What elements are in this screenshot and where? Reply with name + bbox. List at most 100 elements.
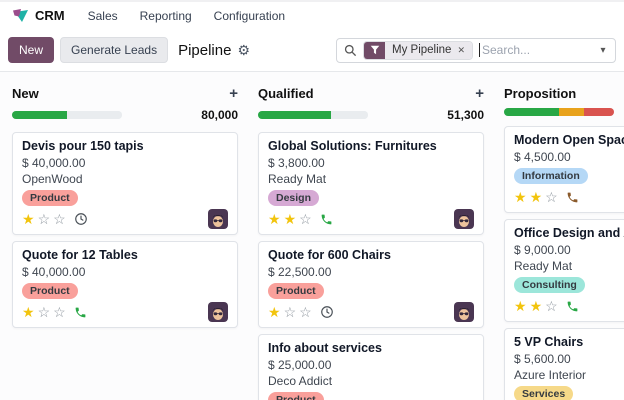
column-amount: 51,300 (447, 108, 484, 122)
star-empty-icon[interactable]: ☆ (283, 304, 298, 320)
card-title[interactable]: Global Solutions: Furnitures (268, 139, 437, 153)
star-filled-icon[interactable]: ★ (283, 211, 298, 227)
star-empty-icon[interactable]: ☆ (545, 298, 559, 314)
phone-icon[interactable] (566, 300, 579, 313)
progress-segment[interactable] (12, 111, 67, 119)
avatar[interactable] (454, 302, 474, 322)
kanban-card[interactable]: Quote for 12 Tables $ 40,000.00 Product … (12, 241, 238, 328)
facet-close-icon[interactable]: ✕ (457, 44, 465, 55)
filter-funnel-icon (364, 41, 385, 59)
star-filled-icon[interactable]: ★ (22, 211, 36, 227)
card-title[interactable]: Devis pour 150 tapis (22, 139, 144, 153)
kanban-card[interactable]: Quote for 600 Chairs $ 22,500.00 Product… (258, 241, 484, 328)
search-input[interactable]: Search... (482, 43, 531, 57)
new-button[interactable]: New (8, 37, 55, 63)
priority-stars[interactable]: ★ ☆ ☆ (22, 305, 67, 319)
card-title[interactable]: 5 VP Chairs (514, 335, 584, 349)
card-company: Ready Mat (268, 172, 327, 186)
add-record-button[interactable]: + (475, 85, 484, 102)
menu-sales[interactable]: Sales (87, 8, 118, 23)
search-facet: My Pipeline ✕ (363, 40, 473, 60)
card-amount: $ 40,000.00 (22, 265, 86, 279)
star-filled-icon[interactable]: ★ (529, 298, 544, 314)
star-filled-icon[interactable]: ★ (268, 304, 282, 320)
star-empty-icon[interactable]: ☆ (37, 211, 52, 227)
card-amount: $ 25,000.00 (268, 358, 332, 372)
search-dropdown-toggle[interactable]: ▾ (591, 39, 615, 62)
priority-stars[interactable]: ★ ★ ☆ (268, 212, 313, 226)
star-filled-icon[interactable]: ★ (514, 189, 528, 205)
progress-segment[interactable] (504, 108, 559, 116)
star-filled-icon[interactable]: ★ (22, 304, 36, 320)
progress-segment[interactable] (559, 108, 585, 116)
priority-stars[interactable]: ★ ★ ☆ (514, 299, 559, 313)
card-title[interactable]: Quote for 600 Chairs (268, 248, 391, 262)
tag-badge: Services (514, 386, 574, 400)
column-title: Qualified (258, 86, 314, 101)
star-empty-icon[interactable]: ☆ (37, 304, 52, 320)
odoo-crm-logo-icon (12, 8, 29, 23)
column-progress-bar[interactable] (258, 111, 368, 119)
tag-badge: Consulting (514, 277, 585, 293)
kanban-card[interactable]: Modern Open Space $ 4,500.00 Information… (504, 126, 624, 213)
priority-stars[interactable]: ★ ★ ☆ (514, 190, 559, 204)
star-empty-icon[interactable]: ☆ (545, 189, 559, 205)
kanban-card[interactable]: Devis pour 150 tapis $ 40,000.00 OpenWoo… (12, 132, 238, 235)
text-cursor (479, 43, 480, 57)
search-icon (344, 44, 357, 57)
column-progress-bar[interactable] (504, 108, 614, 116)
kanban-card[interactable]: 5 VP Chairs $ 5,600.00 Azure Interior Se… (504, 328, 624, 400)
star-empty-icon[interactable]: ☆ (299, 211, 313, 227)
facet-body: My Pipeline ✕ (385, 41, 472, 59)
progress-segment[interactable] (67, 111, 122, 119)
phone-icon[interactable] (74, 306, 87, 319)
phone-icon[interactable] (320, 213, 333, 226)
clock-icon[interactable] (320, 305, 334, 319)
card-amount: $ 3,800.00 (268, 156, 325, 170)
avatar[interactable] (208, 302, 228, 322)
add-record-button[interactable]: + (229, 85, 238, 102)
kanban-card[interactable]: Office Design and Arch $ 9,000.00 Ready … (504, 219, 624, 322)
generate-leads-button[interactable]: Generate Leads (60, 37, 169, 63)
card-amount: $ 4,500.00 (514, 150, 571, 164)
progress-segment[interactable] (258, 111, 331, 119)
search-bar[interactable]: My Pipeline ✕ Search... ▾ (336, 37, 616, 63)
tag-badge: Information (514, 168, 588, 184)
progress-segment[interactable] (330, 111, 368, 119)
card-title[interactable]: Quote for 12 Tables (22, 248, 138, 262)
star-empty-icon[interactable]: ☆ (53, 304, 67, 320)
card-title[interactable]: Office Design and Arch (514, 226, 624, 240)
avatar[interactable] (208, 209, 228, 229)
app-switcher[interactable]: CRM (12, 8, 65, 23)
gear-icon[interactable]: ⚙ (237, 42, 251, 58)
tag-badge: Product (268, 392, 324, 400)
star-empty-icon[interactable]: ☆ (53, 211, 67, 227)
priority-stars[interactable]: ★ ☆ ☆ (268, 305, 313, 319)
kanban-card[interactable]: Info about services $ 25,000.00 Deco Add… (258, 334, 484, 400)
priority-stars[interactable]: ★ ☆ ☆ (22, 212, 67, 226)
star-filled-icon[interactable]: ★ (529, 189, 544, 205)
facet-label: My Pipeline (392, 44, 452, 56)
card-amount: $ 5,600.00 (514, 352, 571, 366)
phone-icon[interactable] (566, 191, 579, 204)
menu-configuration[interactable]: Configuration (213, 8, 286, 23)
star-filled-icon[interactable]: ★ (268, 211, 282, 227)
clock-icon[interactable] (74, 212, 88, 226)
star-empty-icon[interactable]: ☆ (299, 304, 313, 320)
kanban-card[interactable]: Global Solutions: Furnitures $ 3,800.00 … (258, 132, 484, 235)
card-title[interactable]: Modern Open Space (514, 133, 624, 147)
kanban-column-qualified: Qualified + 51,300 Global Solutions: Fur… (258, 86, 484, 400)
menu-reporting[interactable]: Reporting (139, 8, 192, 23)
card-amount: $ 40,000.00 (22, 156, 86, 170)
column-progress-bar[interactable] (12, 111, 122, 119)
avatar[interactable] (454, 209, 474, 229)
star-filled-icon[interactable]: ★ (514, 298, 528, 314)
control-bar: New Generate Leads Pipeline ⚙ My Pipelin… (0, 29, 624, 72)
tag-badge: Product (268, 283, 324, 299)
column-title: New (12, 86, 39, 101)
card-company: Azure Interior (514, 368, 587, 382)
chevron-down-icon: ▾ (600, 44, 606, 56)
page-title: Pipeline (178, 41, 232, 59)
progress-segment[interactable] (584, 108, 614, 116)
card-title[interactable]: Info about services (268, 341, 382, 355)
